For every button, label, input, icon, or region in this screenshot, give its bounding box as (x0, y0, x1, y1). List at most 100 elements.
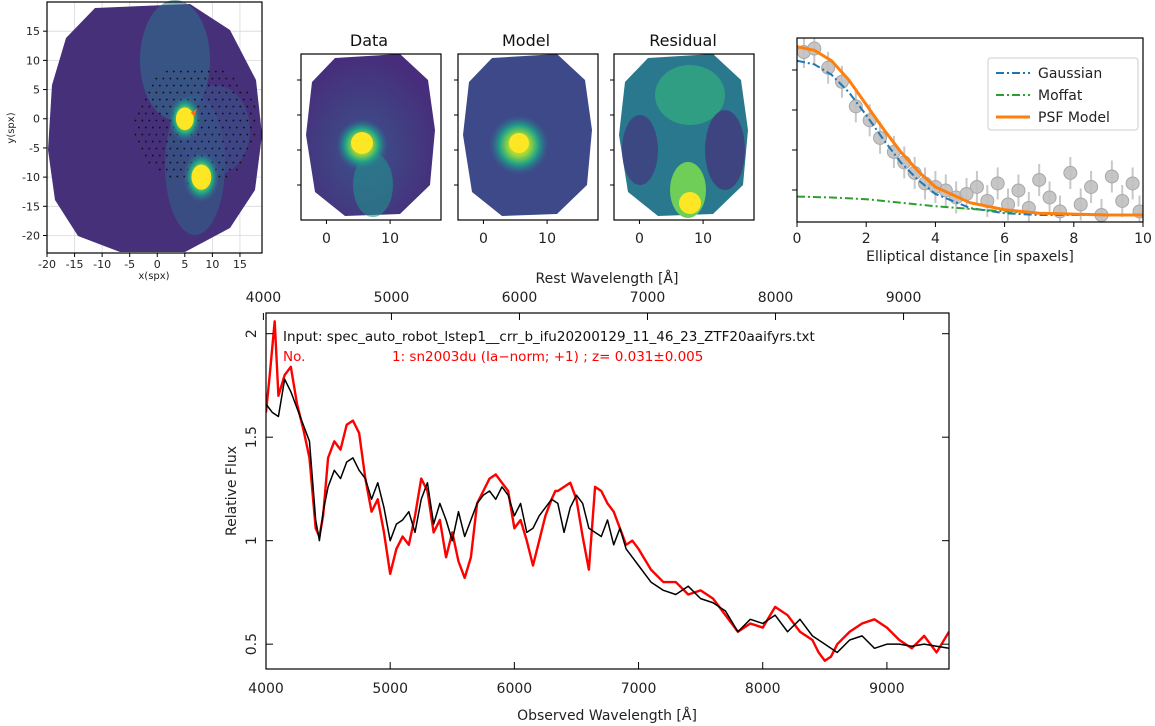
spaxel-dot (239, 147, 242, 150)
spaxel-dot (169, 105, 172, 108)
legend-label: Moffat (1038, 88, 1083, 104)
spaxel-dot (197, 91, 200, 94)
spaxel-dot (162, 105, 165, 108)
spaxel-dot (249, 112, 252, 115)
spaxel-dot (151, 126, 154, 129)
spaxel-dot (134, 119, 137, 122)
spectrum-xtick-label: 8000 (745, 681, 781, 697)
spaxel-dot (148, 119, 151, 122)
spaxel-dot (200, 98, 203, 101)
spaxel-dot (134, 133, 137, 136)
spaxel-dot (242, 154, 245, 157)
spaxel-dot (232, 91, 235, 94)
spaxel-dot (221, 168, 224, 171)
spaxel-dot (144, 98, 147, 101)
spaxel-dot (200, 140, 203, 143)
spaxel-dot (200, 84, 203, 87)
spaxel-dot (162, 147, 165, 150)
spaxel-dot (239, 161, 242, 164)
spaxel-dot (200, 112, 203, 115)
psf-profile-xlabel: Elliptical distance [in spaxels] (866, 249, 1074, 265)
spaxel-dot (151, 112, 154, 115)
spaxel-dot (204, 105, 207, 108)
psf-profile-frame (796, 37, 1144, 223)
spaxel-dot (253, 119, 256, 122)
spaxel-dot (165, 84, 168, 87)
spaxel-dot (169, 77, 172, 80)
spaxel-dot (204, 91, 207, 94)
spectrum-ytick-label: 0.5 (244, 633, 260, 655)
psf-xtick-label: 0 (635, 231, 644, 247)
spaxel-dot (183, 77, 186, 80)
ifu-map-ytick-label: 15 (26, 25, 40, 38)
psf-profile-xtick-label: 8 (1069, 231, 1078, 247)
spectrum-x2tick-label: 4000 (246, 290, 282, 306)
psf-data-point (848, 99, 863, 114)
spaxel-dot (158, 154, 161, 157)
spaxel-dot (249, 140, 252, 143)
spaxel-dot (148, 91, 151, 94)
ifu-map-ytick-label: -15 (22, 200, 40, 213)
spaxel-dot (193, 84, 196, 87)
spaxel-dot (169, 91, 172, 94)
psf-residual-title: Residual (649, 31, 717, 50)
spaxel-dot (242, 98, 245, 101)
spaxel-dot (211, 91, 214, 94)
spaxel-dot (197, 133, 200, 136)
spaxel-dot (211, 77, 214, 80)
spaxel-dot (172, 84, 175, 87)
spaxel-dot (214, 98, 217, 101)
spaxel-dot (176, 91, 179, 94)
spaxel-dot (246, 147, 249, 150)
spaxel-dot (218, 91, 221, 94)
spaxel-dot (186, 154, 189, 157)
spectrum-xlabel: Observed Wavelength [Å] (517, 707, 697, 724)
spaxel-dot (239, 105, 242, 108)
ifu-map-xtick-label: -15 (66, 258, 84, 271)
spaxel-dot (197, 77, 200, 80)
spaxel-dot (246, 119, 249, 122)
spaxel-dot (169, 161, 172, 164)
spaxel-dot (235, 168, 238, 171)
spaxel-dot (151, 140, 154, 143)
psf-model-panel: Model (457, 31, 599, 221)
spaxel-dot (144, 140, 147, 143)
spectrum-panel: 4000 5000 6000 7000 8000 9000 4000 5000 6000 7000… (224, 270, 950, 724)
spaxel-dot (235, 140, 238, 143)
spaxel-dot (232, 161, 235, 164)
spaxel-dot (162, 119, 165, 122)
psf-data-point (1115, 193, 1130, 208)
spaxel-dot (179, 154, 182, 157)
spaxel-dot (214, 84, 217, 87)
spaxel-dot (204, 133, 207, 136)
spaxel-dot (158, 140, 161, 143)
spectrum-series-input (266, 378, 949, 654)
spaxel-dot (232, 119, 235, 122)
spaxel-dot (151, 154, 154, 157)
spaxel-dot (193, 140, 196, 143)
ifu-source-core (191, 164, 212, 190)
spaxel-dot (246, 133, 249, 136)
spaxel-dot (218, 77, 221, 80)
psf-data-panel: Data (300, 31, 442, 221)
spaxel-dot (176, 77, 179, 80)
spaxel-dot (186, 84, 189, 87)
spaxel-dot (207, 84, 210, 87)
spaxel-dot (204, 77, 207, 80)
spectrum-x2tick-label: 9000 (886, 290, 922, 306)
spaxel-dot (137, 126, 140, 129)
spaxel-dot (197, 147, 200, 150)
spaxel-dot (172, 98, 175, 101)
spaxel-dot (207, 98, 210, 101)
spaxel-dot (242, 126, 245, 129)
psf-xtick-label: 10 (381, 231, 399, 247)
spaxel-dot (207, 112, 210, 115)
spaxel-dot (228, 168, 231, 171)
spaxel-dot (232, 147, 235, 150)
spaxel-dot (235, 154, 238, 157)
ifu-map-panel: -20 -15 -10 -5 0 5 10 15 -20 -15 -10 -5 0 5 10 15 x(spx… (6, 0, 263, 282)
spaxel-dot (165, 126, 168, 129)
psf-data-point (1125, 176, 1140, 191)
spaxel-dot (214, 70, 217, 73)
spaxel-dot (190, 91, 193, 94)
